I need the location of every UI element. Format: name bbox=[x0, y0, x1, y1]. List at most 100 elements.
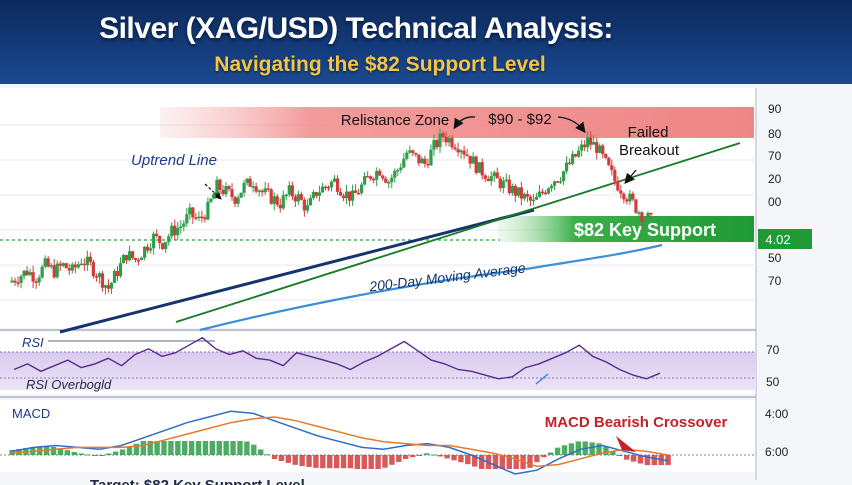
candle-body bbox=[423, 158, 427, 164]
macd-histogram-bar bbox=[244, 441, 250, 455]
macd-histogram-bar bbox=[161, 441, 167, 455]
candle-body bbox=[471, 156, 475, 164]
candle-body bbox=[13, 280, 17, 283]
candle-body bbox=[200, 216, 204, 219]
macd-histogram-bar bbox=[451, 455, 457, 461]
candle-body bbox=[146, 246, 150, 251]
candle-body bbox=[323, 186, 328, 189]
candle-body bbox=[290, 185, 294, 197]
candle-body bbox=[580, 144, 584, 151]
macd-histogram-bar bbox=[271, 455, 278, 460]
candle-body bbox=[73, 264, 77, 268]
candle-body bbox=[43, 258, 47, 267]
candle-body bbox=[293, 196, 297, 202]
candle-body bbox=[272, 196, 276, 204]
macd-histogram-bar bbox=[596, 443, 602, 455]
candle-body bbox=[19, 276, 23, 283]
candle-body bbox=[242, 182, 246, 193]
macd-histogram-bar bbox=[637, 455, 644, 464]
candle-body bbox=[31, 272, 35, 282]
candle-body bbox=[263, 188, 267, 193]
macd-histogram-bar bbox=[389, 455, 395, 465]
candle-body bbox=[215, 179, 219, 194]
price-tag-value: 4.02 bbox=[765, 232, 790, 247]
candle-body bbox=[275, 196, 279, 205]
resistance-range-label: $90 - $92 bbox=[488, 111, 551, 128]
rsi-band bbox=[0, 352, 756, 390]
candle-body bbox=[432, 140, 436, 150]
price-axis-tick: 70 bbox=[768, 149, 782, 163]
header-banner: Silver (XAG/USD) Technical Analysis: Nav… bbox=[0, 0, 852, 84]
candle-body bbox=[40, 266, 44, 278]
macd-histogram-bar bbox=[534, 455, 540, 463]
macd-histogram-bar bbox=[423, 453, 430, 455]
candle-body bbox=[408, 150, 412, 153]
candle-body bbox=[643, 218, 647, 222]
candle-body bbox=[140, 257, 144, 261]
candle-body bbox=[486, 178, 490, 182]
candle-body bbox=[281, 195, 285, 209]
macd-histogram-bar bbox=[340, 455, 347, 469]
candle-body bbox=[76, 264, 80, 268]
candle-body bbox=[79, 263, 83, 266]
signal-line bbox=[11, 416, 669, 468]
macd-histogram-bar bbox=[64, 450, 71, 455]
candle-body bbox=[326, 186, 331, 189]
candle-body bbox=[94, 276, 98, 278]
candle-body bbox=[574, 154, 578, 157]
macd-histogram-bar bbox=[251, 444, 257, 455]
macd-tick-top: 4:00 bbox=[765, 407, 789, 421]
candle-body bbox=[634, 199, 638, 213]
candle-body bbox=[70, 264, 74, 271]
candle-body bbox=[212, 193, 216, 199]
macd-histogram-bar bbox=[43, 446, 50, 455]
support-band bbox=[498, 216, 754, 242]
candle-body bbox=[278, 204, 282, 209]
ma200-line bbox=[199, 243, 663, 332]
candle-body bbox=[112, 270, 117, 283]
candle-body bbox=[577, 150, 581, 157]
candle-body bbox=[444, 136, 448, 143]
macd-histogram-bar bbox=[154, 441, 160, 455]
candle-body bbox=[613, 170, 617, 182]
candle-body bbox=[396, 170, 400, 172]
candle-body bbox=[489, 176, 493, 182]
rsi-accent bbox=[535, 373, 549, 385]
candle-body bbox=[152, 233, 156, 249]
macd-histogram-bar bbox=[133, 443, 140, 455]
candle-body bbox=[549, 185, 554, 189]
price-axis-tick: 50 bbox=[768, 251, 782, 265]
candle-body bbox=[185, 214, 189, 224]
support-label: $82 Key Support bbox=[574, 220, 716, 240]
macd-histogram-bar bbox=[299, 455, 305, 466]
macd-histogram-bar bbox=[57, 448, 64, 455]
candle-body bbox=[287, 185, 291, 195]
candle-body bbox=[49, 265, 53, 267]
candle-body bbox=[344, 191, 349, 199]
candle-body bbox=[257, 190, 261, 193]
macd-histogram-bar bbox=[554, 447, 561, 455]
candle-body bbox=[320, 186, 325, 193]
candle-body bbox=[369, 176, 373, 179]
macd-histogram-bar bbox=[327, 455, 333, 469]
macd-histogram-bar bbox=[195, 441, 202, 455]
macd-histogram-bar bbox=[209, 441, 216, 455]
candle-body bbox=[176, 227, 180, 236]
candle-body bbox=[136, 260, 141, 262]
candle-body bbox=[347, 191, 352, 201]
candle-body bbox=[616, 181, 620, 191]
macd-histogram-bar bbox=[444, 455, 450, 459]
failed-breakout-label-2: Breakout bbox=[619, 142, 680, 159]
candle-body bbox=[305, 205, 309, 211]
candle-body bbox=[52, 265, 56, 278]
macd-histogram-bar bbox=[99, 455, 105, 456]
candle-body bbox=[384, 178, 388, 183]
candle-body bbox=[233, 197, 237, 204]
candle-body bbox=[28, 272, 32, 276]
macd-histogram-bar bbox=[651, 455, 657, 466]
candle-body bbox=[649, 212, 653, 215]
macd-histogram-bar bbox=[216, 441, 222, 455]
page-title: Silver (XAG/USD) Technical Analysis: bbox=[99, 12, 613, 45]
uptrend-arrow bbox=[204, 183, 222, 200]
